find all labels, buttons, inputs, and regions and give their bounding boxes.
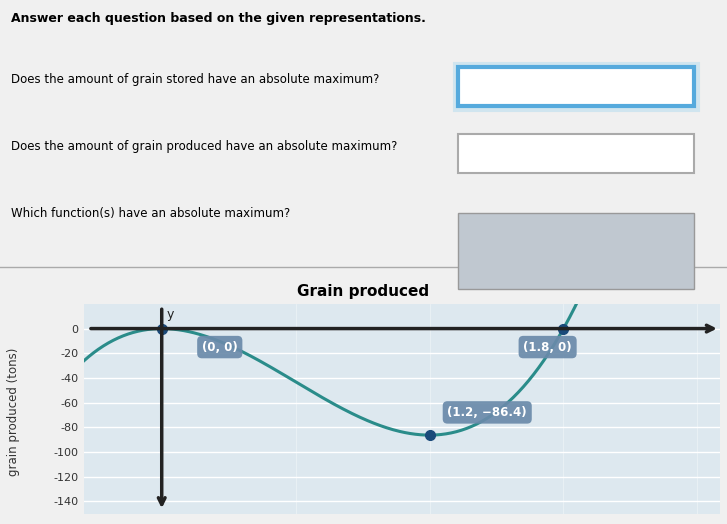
Text: Answer each question based on the given representations.: Answer each question based on the given … [11,12,426,25]
Text: y: y [166,308,174,321]
FancyBboxPatch shape [458,134,694,173]
FancyBboxPatch shape [458,67,694,106]
Text: Does the amount of grain stored have an absolute maximum?: Does the amount of grain stored have an … [11,73,379,86]
Text: grain produced (tons): grain produced (tons) [7,347,20,475]
Text: (0, 0): (0, 0) [202,341,238,354]
FancyBboxPatch shape [458,67,694,106]
Text: (1.8, 0): (1.8, 0) [523,341,572,354]
Text: ⌄: ⌄ [681,244,693,258]
FancyBboxPatch shape [458,213,694,289]
Text: Which function(s) have an absolute maximum?: Which function(s) have an absolute maxim… [11,206,290,220]
Text: Grain produced: Grain produced [297,284,430,299]
Text: (1.2, −86.4): (1.2, −86.4) [447,406,527,419]
Text: ⌄: ⌄ [681,147,693,160]
Text: ⌄: ⌄ [681,80,693,94]
Text: Does the amount of grain produced have an absolute maximum?: Does the amount of grain produced have a… [11,140,397,153]
